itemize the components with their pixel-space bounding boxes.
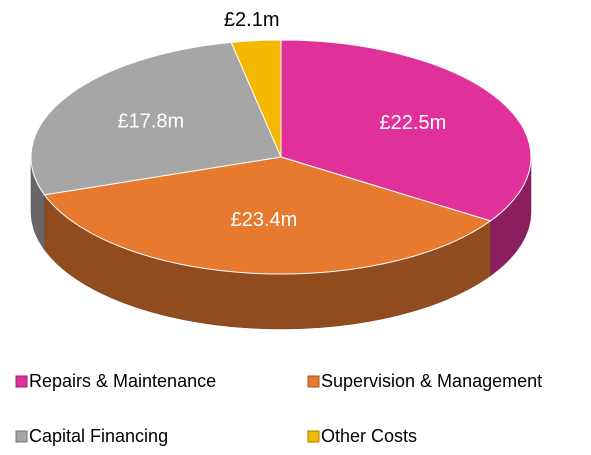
legend-swatch (307, 430, 320, 443)
data-label: £17.8m (117, 110, 184, 132)
pie-slice (230, 39, 282, 158)
legend-swatch (307, 375, 320, 388)
legend-label: Capital Financing (29, 426, 168, 446)
legend-swatch (15, 375, 28, 388)
pie-slice (30, 41, 282, 196)
legend-swatch (15, 430, 28, 443)
legend-label: Other Costs (321, 426, 417, 446)
legend-label: Repairs & Maintenance (29, 371, 216, 391)
data-label: £23.4m (231, 209, 298, 231)
pie-slice (43, 156, 492, 275)
data-label: £2.1m (224, 9, 280, 31)
data-label: £22.5m (380, 112, 447, 134)
legend-label: Supervision & Management (321, 371, 542, 391)
